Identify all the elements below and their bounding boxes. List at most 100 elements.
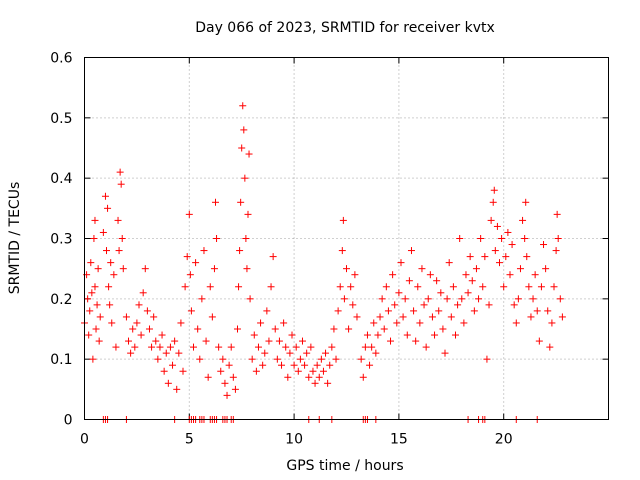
data-point <box>366 361 374 369</box>
y-tick-label: 0.3 <box>50 232 72 248</box>
data-point <box>179 367 187 375</box>
data-point <box>395 289 403 297</box>
data-point <box>410 307 418 315</box>
data-point <box>449 283 457 291</box>
data-point <box>156 343 164 351</box>
data-point <box>284 373 292 381</box>
data-point <box>290 361 298 369</box>
data-point <box>397 259 405 267</box>
data-point <box>117 180 125 188</box>
x-axis-label: GPS time / hours <box>286 458 403 474</box>
data-point <box>106 301 114 309</box>
data-point <box>175 349 183 357</box>
data-point <box>118 235 126 242</box>
data-point <box>208 313 216 321</box>
data-point <box>338 247 346 255</box>
data-point <box>389 271 397 279</box>
data-point <box>485 301 493 309</box>
data-point <box>259 361 267 369</box>
data-point <box>105 283 113 291</box>
data-point <box>154 355 162 363</box>
data-point <box>129 325 137 333</box>
y-tick-label: 0.5 <box>50 111 72 127</box>
data-points <box>81 102 566 423</box>
data-point <box>135 301 143 309</box>
data-point <box>296 355 304 363</box>
data-point <box>384 307 392 315</box>
data-point <box>143 307 151 315</box>
data-point <box>99 228 107 236</box>
data-point <box>278 361 286 369</box>
data-point <box>90 235 98 242</box>
data-point <box>464 289 472 297</box>
data-point <box>206 283 214 291</box>
grid <box>84 57 609 420</box>
data-point <box>343 265 350 273</box>
data-point <box>502 253 510 261</box>
data-point <box>424 295 432 303</box>
data-point <box>403 331 411 339</box>
data-point <box>387 337 395 345</box>
x-tick-label: 10 <box>285 432 303 448</box>
x-tick-label: 5 <box>185 432 194 448</box>
data-point <box>239 102 247 110</box>
data-point <box>340 295 348 303</box>
data-point <box>521 235 529 242</box>
data-point <box>84 295 92 303</box>
y-tick-label: 0 <box>64 413 73 429</box>
data-point <box>183 253 191 261</box>
data-point <box>439 325 447 333</box>
data-point <box>441 349 449 357</box>
data-point <box>94 265 102 273</box>
data-point <box>137 331 145 339</box>
data-point <box>292 343 300 351</box>
data-point <box>382 283 390 291</box>
data-point <box>322 349 330 357</box>
data-point <box>89 355 97 363</box>
x-tick-label: 15 <box>390 432 408 448</box>
data-point <box>133 319 141 327</box>
data-point <box>510 301 518 309</box>
data-point <box>139 289 147 297</box>
data-point <box>263 307 271 315</box>
data-point <box>234 325 242 333</box>
data-point <box>240 126 248 134</box>
data-point <box>177 319 185 327</box>
data-point <box>192 259 200 267</box>
data-point <box>87 259 95 267</box>
data-point <box>219 355 227 363</box>
data-point <box>288 331 296 339</box>
data-point <box>221 379 229 387</box>
data-point <box>119 265 127 273</box>
x-axis-ticks: 0 5 10 15 20 <box>80 57 513 448</box>
data-point <box>472 265 480 273</box>
data-point <box>92 325 100 333</box>
data-point <box>85 331 93 339</box>
data-point <box>428 313 436 321</box>
y-tick-label: 0.2 <box>50 292 72 308</box>
data-point <box>498 235 506 242</box>
data-point <box>347 283 355 291</box>
data-point <box>309 367 317 375</box>
data-point <box>204 373 212 381</box>
data-point <box>487 216 495 224</box>
data-point <box>548 319 556 327</box>
data-point <box>546 343 554 351</box>
data-point <box>483 355 491 363</box>
data-point <box>336 283 344 291</box>
data-point <box>426 271 434 279</box>
data-point <box>210 265 218 273</box>
data-point <box>267 283 275 291</box>
data-point <box>286 349 294 357</box>
data-point <box>171 337 179 345</box>
data-point <box>115 247 123 255</box>
data-point <box>150 313 158 321</box>
y-axis-ticks: 0 0.1 0.2 0.3 0.4 0.5 0.6 <box>50 51 609 429</box>
data-point <box>213 235 221 242</box>
data-point <box>252 367 260 375</box>
data-point <box>451 331 459 339</box>
data-point <box>215 343 223 351</box>
data-point <box>458 295 466 303</box>
data-point <box>88 289 96 297</box>
